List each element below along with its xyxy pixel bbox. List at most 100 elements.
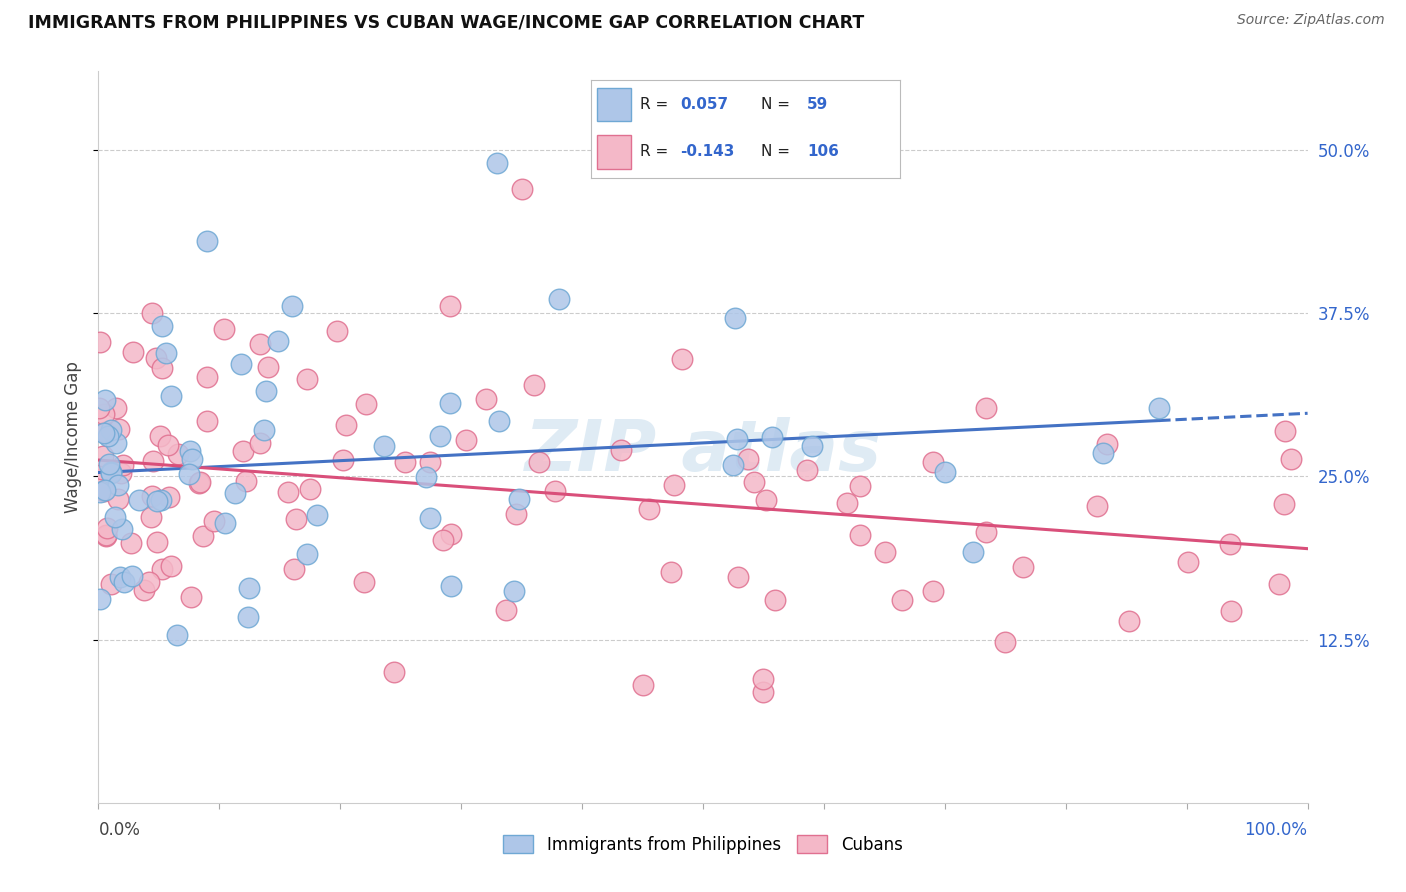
Point (91, 461, 114, 475)
Text: 100.0%: 100.0% (1244, 821, 1308, 839)
Point (849, 479, 872, 493)
Point (1272, 497, 1295, 511)
Text: ZIP atlas: ZIP atlas (524, 417, 882, 486)
Point (152, 318, 174, 333)
Point (962, 545, 984, 559)
Point (249, 336, 271, 351)
Point (662, 478, 685, 492)
Point (107, 491, 129, 506)
Point (440, 527, 463, 541)
Point (1219, 537, 1241, 551)
Point (149, 493, 172, 508)
Point (285, 511, 308, 525)
Point (429, 429, 451, 443)
Point (94, 528, 117, 542)
Point (91, 449, 114, 463)
Point (94, 529, 117, 543)
Point (93, 407, 115, 421)
Point (212, 322, 235, 336)
Point (89, 334, 111, 349)
Point (382, 665, 405, 680)
Bar (596, 136, 631, 169)
Point (110, 570, 132, 584)
Point (1085, 500, 1108, 514)
Point (98, 457, 121, 471)
Point (146, 535, 169, 549)
Point (724, 311, 747, 326)
Point (112, 574, 135, 589)
Point (142, 453, 165, 467)
Point (974, 401, 997, 415)
Point (523, 377, 546, 392)
Point (335, 418, 357, 433)
Point (93, 425, 115, 440)
Point (752, 685, 775, 699)
Point (94, 425, 117, 439)
Point (373, 439, 395, 453)
Point (195, 234, 218, 248)
Point (742, 475, 765, 490)
Point (180, 590, 202, 604)
Point (934, 466, 956, 480)
Point (890, 593, 912, 607)
Point (659, 565, 682, 579)
Point (755, 493, 778, 508)
Text: Source: ZipAtlas.com: Source: ZipAtlas.com (1237, 13, 1385, 28)
Point (97, 429, 120, 443)
Point (295, 372, 318, 386)
Point (160, 558, 183, 573)
Point (475, 392, 498, 406)
Point (93, 484, 115, 499)
Point (354, 397, 377, 411)
Point (727, 570, 749, 584)
Text: 106: 106 (807, 145, 839, 160)
Point (1149, 401, 1171, 416)
Point (139, 510, 162, 524)
Point (529, 455, 551, 469)
Text: R =: R = (640, 97, 673, 112)
Point (415, 470, 437, 484)
Point (503, 584, 526, 599)
Point (188, 475, 211, 489)
Point (104, 401, 127, 416)
Point (873, 545, 896, 559)
Point (229, 357, 252, 371)
Point (631, 678, 654, 692)
Point (122, 344, 145, 359)
Point (120, 535, 142, 549)
Point (90, 472, 112, 486)
Point (145, 494, 167, 508)
Text: 0.057: 0.057 (681, 97, 728, 112)
Point (149, 429, 172, 443)
Point (510, 182, 533, 196)
Point (456, 434, 478, 448)
Point (299, 483, 322, 497)
Point (737, 452, 759, 467)
Bar (596, 88, 631, 121)
Point (508, 492, 530, 507)
Point (107, 477, 129, 491)
Point (495, 603, 517, 617)
Point (195, 414, 218, 428)
Text: 59: 59 (807, 97, 828, 112)
Point (332, 453, 354, 467)
Point (1118, 614, 1140, 628)
Point (180, 452, 202, 467)
Point (100, 466, 122, 480)
Point (295, 547, 318, 561)
Point (111, 522, 134, 536)
Point (110, 466, 132, 480)
Point (544, 484, 567, 499)
Point (145, 351, 167, 366)
Text: R =: R = (640, 145, 673, 160)
Point (671, 351, 693, 366)
Point (238, 581, 260, 595)
Point (141, 306, 163, 320)
Point (188, 476, 211, 491)
Point (994, 635, 1017, 649)
Point (202, 514, 225, 528)
Point (305, 508, 328, 522)
Point (134, 582, 156, 597)
Point (157, 490, 180, 504)
Point (325, 324, 347, 338)
